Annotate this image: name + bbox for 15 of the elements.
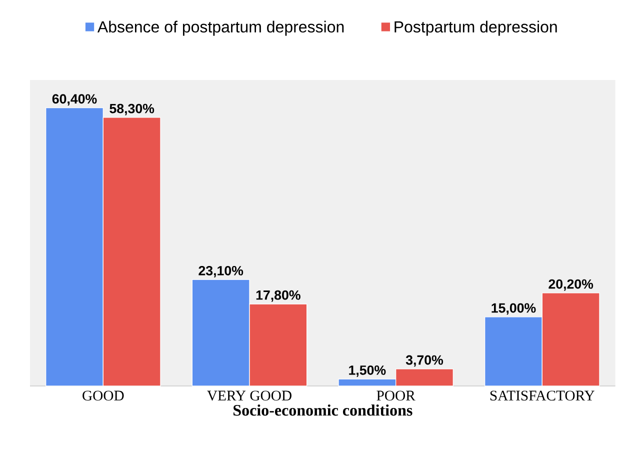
data-label: 58,30% xyxy=(110,104,154,116)
data-label: 20,20% xyxy=(548,279,594,291)
data-label: 23,10% xyxy=(198,266,244,278)
data-label: 60,40% xyxy=(52,94,97,106)
data-label: 15,00% xyxy=(492,303,536,315)
data-label: 3,70% xyxy=(406,355,444,367)
data-label: 1,50% xyxy=(349,365,386,377)
x-tick-label: GOOD xyxy=(82,390,124,401)
x-tick-label: POOR xyxy=(376,390,416,401)
legend-label: Absence of postpartum depression xyxy=(97,20,344,36)
x-axis-title: Socio-economic conditions xyxy=(234,404,412,416)
x-tick-label: SATISFACTORY xyxy=(490,390,594,401)
legend-label: Postpartum depression xyxy=(394,20,557,36)
data-label: 17,80% xyxy=(256,290,300,302)
x-tick-label: VERY GOOD xyxy=(207,390,292,401)
